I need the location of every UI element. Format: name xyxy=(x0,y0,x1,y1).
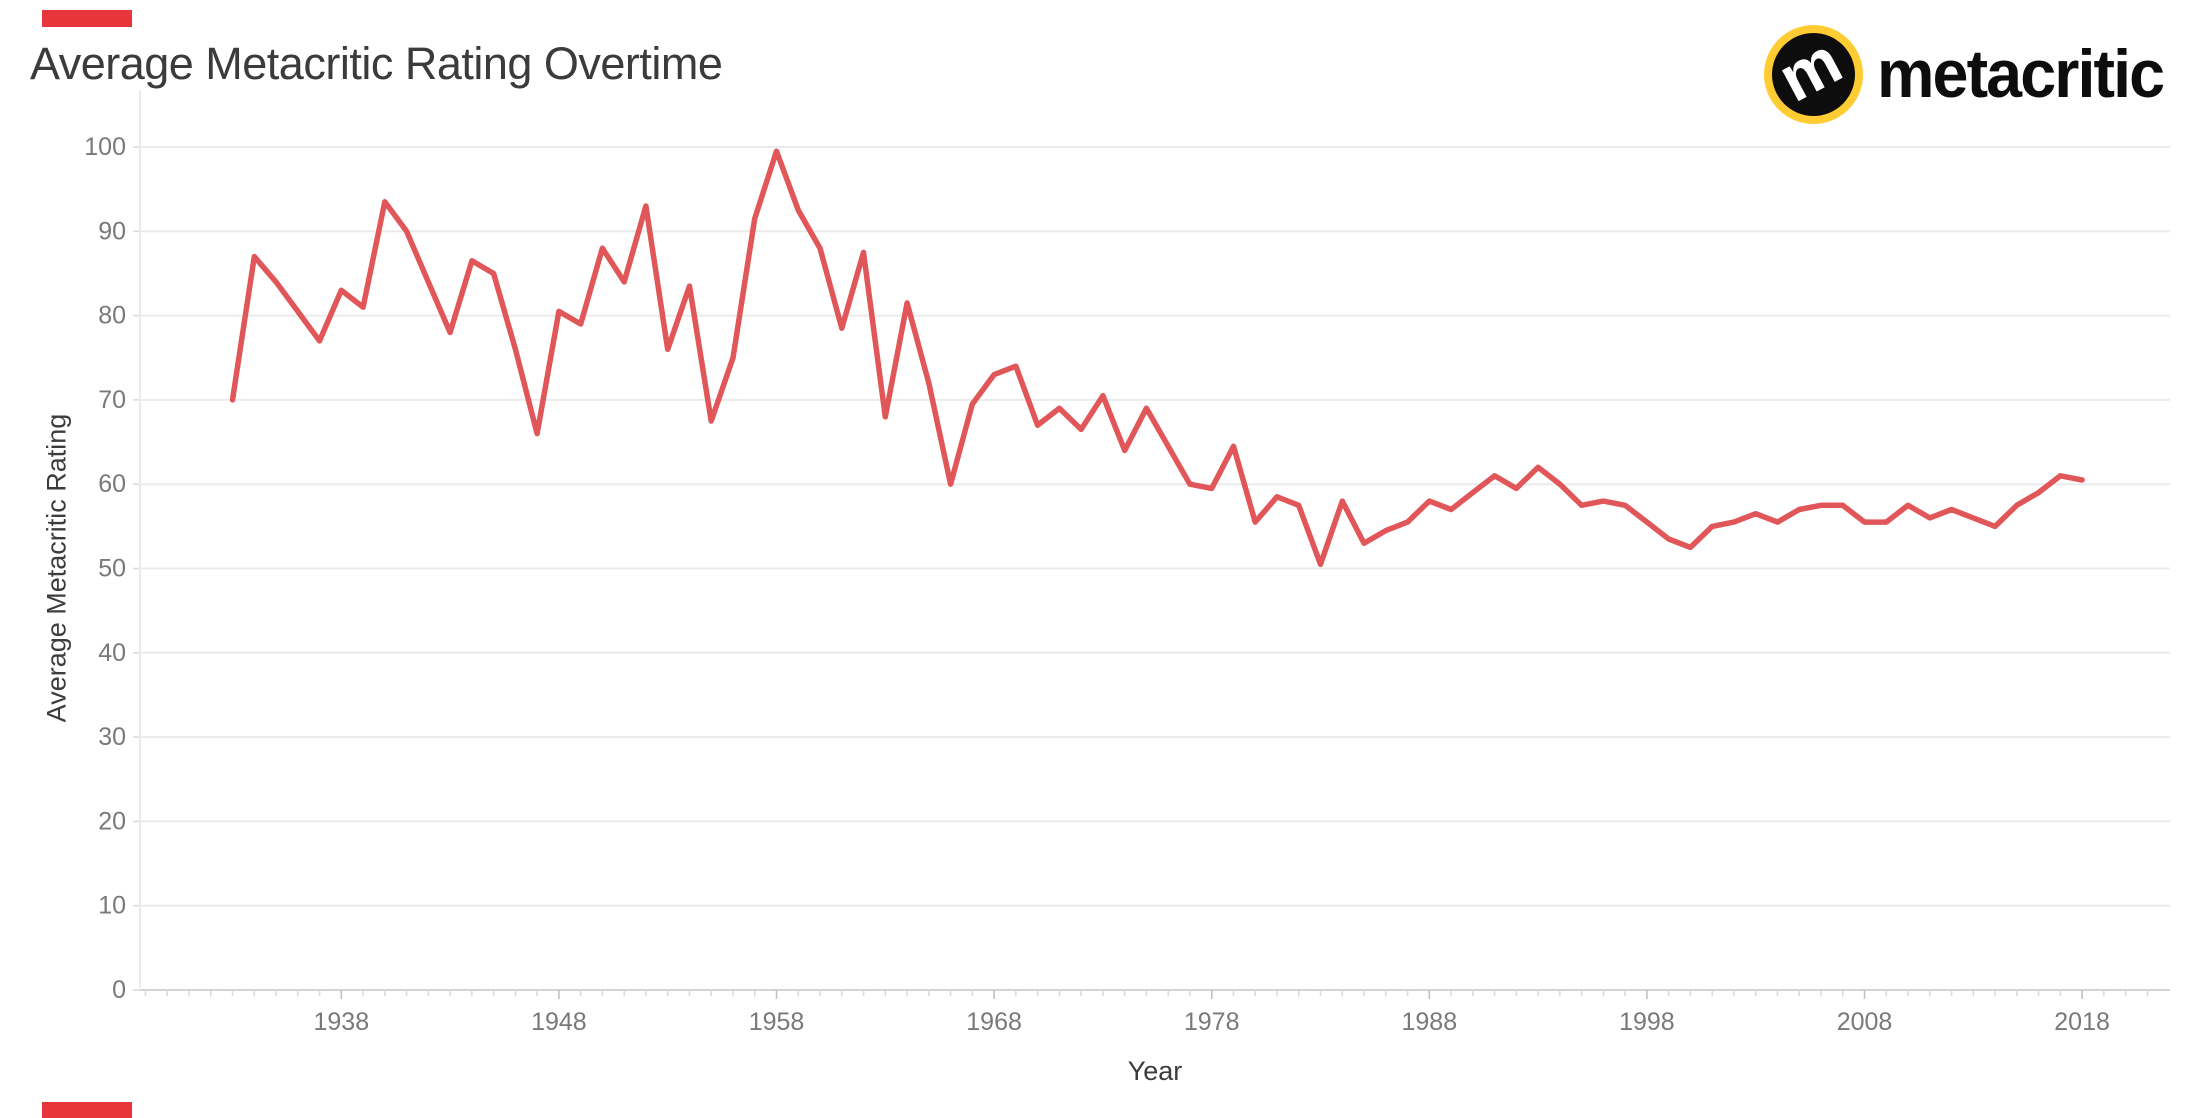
y-tick-label: 10 xyxy=(98,892,126,920)
y-tick-label: 70 xyxy=(98,386,126,414)
x-tick-label: 1998 xyxy=(1619,1008,1675,1036)
x-tick-label: 2018 xyxy=(2054,1008,2110,1036)
y-axis-title: Average Metacritic Rating xyxy=(41,413,72,723)
x-tick-label: 1968 xyxy=(966,1008,1022,1036)
red-marker-top xyxy=(42,10,132,27)
x-tick-label: 1988 xyxy=(1401,1008,1457,1036)
y-tick-label: 40 xyxy=(98,639,126,667)
y-tick-label: 60 xyxy=(98,470,126,498)
chart-title: Average Metacritic Rating Overtime xyxy=(30,38,723,89)
x-tick-label: 1938 xyxy=(313,1008,369,1036)
rating-line-series xyxy=(229,148,2085,568)
y-tick-label: 50 xyxy=(98,555,126,583)
x-tick-label: 1958 xyxy=(749,1008,805,1036)
y-tick-label: 80 xyxy=(98,302,126,330)
y-tick-label: 100 xyxy=(84,133,126,161)
red-marker-bottom xyxy=(42,1102,132,1118)
y-tick-label: 30 xyxy=(98,723,126,751)
metacritic-badge-disc: m xyxy=(1766,23,1855,116)
metacritic-logo: m metacritic xyxy=(1763,16,2178,132)
y-tick-label: 0 xyxy=(112,976,126,1004)
x-tick-label: 1948 xyxy=(531,1008,587,1036)
metacritic-badge-icon: m xyxy=(1763,23,1863,124)
y-tick-label: 20 xyxy=(98,807,126,835)
y-tick-label: 90 xyxy=(98,217,126,245)
x-axis-title: Year xyxy=(1127,1056,1183,1086)
x-tick-label: 2008 xyxy=(1837,1008,1893,1036)
metacritic-wordmark: metacritic xyxy=(1876,36,2165,112)
x-tick-label: 1978 xyxy=(1184,1008,1240,1036)
